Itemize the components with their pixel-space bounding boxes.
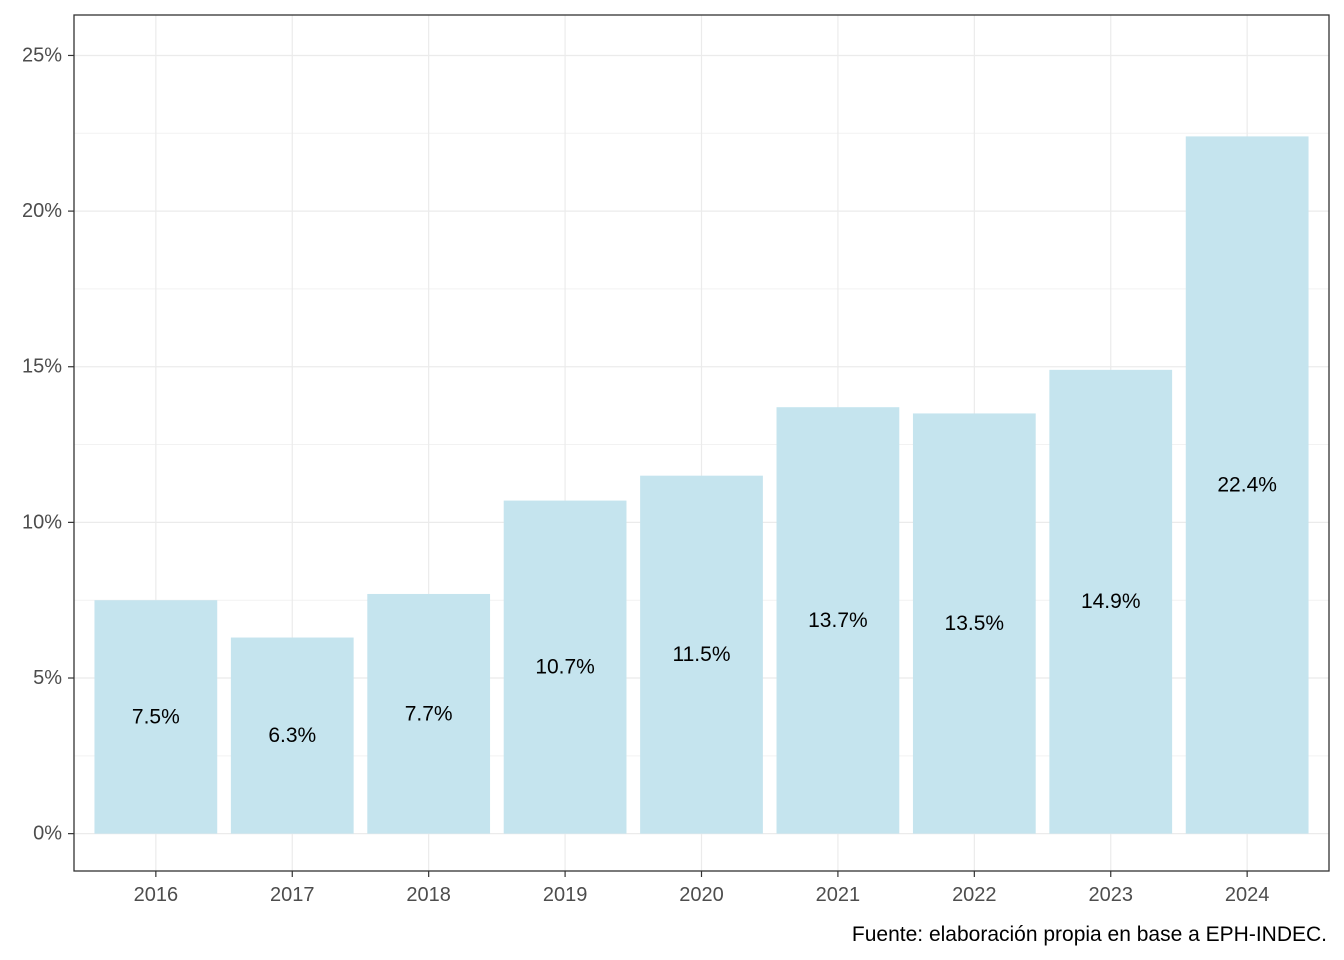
bar-2022 [912,413,1036,834]
data-label-2024: 22.4% [1217,474,1277,497]
y-tick-label: 10% [22,511,62,533]
data-label-2016: 7.5% [132,705,180,728]
x-tick-label: 2024 [1225,884,1270,906]
x-tick-label: 2019 [543,884,588,906]
bar-2019 [503,500,627,834]
x-tick-label: 2018 [406,884,451,906]
data-label-2021: 13.7% [808,609,868,632]
bar-2016 [94,600,218,834]
source-caption: Fuente: elaboración propia en base a EPH… [852,923,1327,946]
data-label-2018: 7.7% [405,702,453,725]
bar-2018 [367,593,491,834]
y-axis: 0% 5% 10% 15% 20% 25% [22,44,74,845]
x-tick-label: 2017 [270,884,315,906]
y-tick-label: 15% [22,356,62,378]
y-tick-label: 0% [33,823,62,845]
bar-2024 [1185,136,1309,834]
bar-2023 [1049,369,1173,834]
x-tick-label: 2016 [134,884,179,906]
y-tick-label: 25% [22,44,62,66]
data-label-2019: 10.7% [535,656,595,679]
data-label-2017: 6.3% [268,724,316,747]
data-labels-group: 7.5% 6.3% 7.7% 10.7% 11.5% 13.7% 13.5% 14.9% 22.… [132,474,1277,748]
x-axis: 2016 2017 2018 2019 2020 2021 2022 2023 2024 [134,871,1270,906]
bar-2021 [776,407,900,834]
bars-group [94,136,1309,834]
data-label-2020: 11.5% [673,643,731,666]
x-tick-label: 2023 [1088,884,1133,906]
data-label-2022: 13.5% [945,612,1005,635]
y-tick-label: 20% [22,200,62,222]
x-tick-label: 2021 [816,884,861,906]
data-label-2023: 14.9% [1081,590,1141,613]
bar-2017 [230,637,354,834]
x-tick-label: 2022 [952,884,997,906]
x-tick-label: 2020 [679,884,724,906]
y-tick-label: 5% [33,667,62,689]
bar-2020 [640,475,763,834]
